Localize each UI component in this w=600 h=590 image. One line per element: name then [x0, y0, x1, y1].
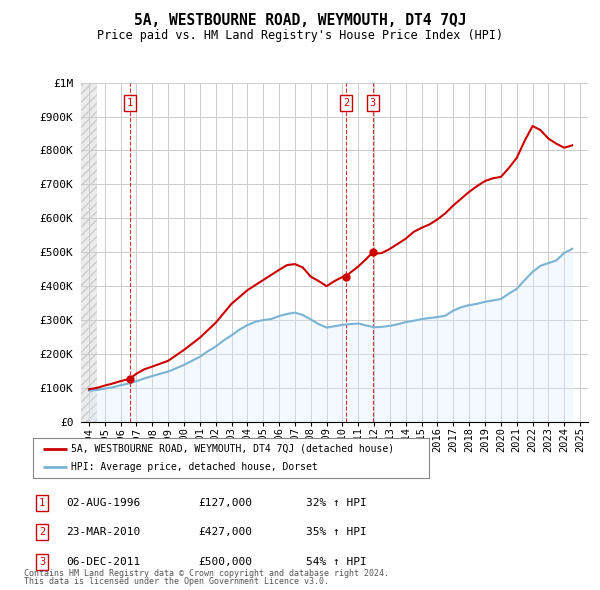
Text: 06-DEC-2011: 06-DEC-2011	[66, 557, 140, 566]
Text: 54% ↑ HPI: 54% ↑ HPI	[306, 557, 367, 566]
Text: 35% ↑ HPI: 35% ↑ HPI	[306, 527, 367, 537]
Text: 1: 1	[39, 498, 45, 507]
Text: Price paid vs. HM Land Registry's House Price Index (HPI): Price paid vs. HM Land Registry's House …	[97, 30, 503, 42]
Text: 3: 3	[370, 98, 376, 108]
Text: This data is licensed under the Open Government Licence v3.0.: This data is licensed under the Open Gov…	[24, 578, 329, 586]
Text: 2: 2	[39, 527, 45, 537]
Text: HPI: Average price, detached house, Dorset: HPI: Average price, detached house, Dors…	[71, 462, 317, 472]
Text: 1: 1	[127, 98, 133, 108]
Text: 32% ↑ HPI: 32% ↑ HPI	[306, 498, 367, 507]
Text: 3: 3	[39, 557, 45, 566]
Text: 5A, WESTBOURNE ROAD, WEYMOUTH, DT4 7QJ: 5A, WESTBOURNE ROAD, WEYMOUTH, DT4 7QJ	[134, 13, 466, 28]
Text: 02-AUG-1996: 02-AUG-1996	[66, 498, 140, 507]
Text: Contains HM Land Registry data © Crown copyright and database right 2024.: Contains HM Land Registry data © Crown c…	[24, 569, 389, 578]
Text: £427,000: £427,000	[198, 527, 252, 537]
Bar	[81, 83, 97, 422]
Text: 5A, WESTBOURNE ROAD, WEYMOUTH, DT4 7QJ (detached house): 5A, WESTBOURNE ROAD, WEYMOUTH, DT4 7QJ (…	[71, 444, 394, 454]
Text: 2: 2	[343, 98, 349, 108]
Text: £127,000: £127,000	[198, 498, 252, 507]
Text: £500,000: £500,000	[198, 557, 252, 566]
Text: 23-MAR-2010: 23-MAR-2010	[66, 527, 140, 537]
